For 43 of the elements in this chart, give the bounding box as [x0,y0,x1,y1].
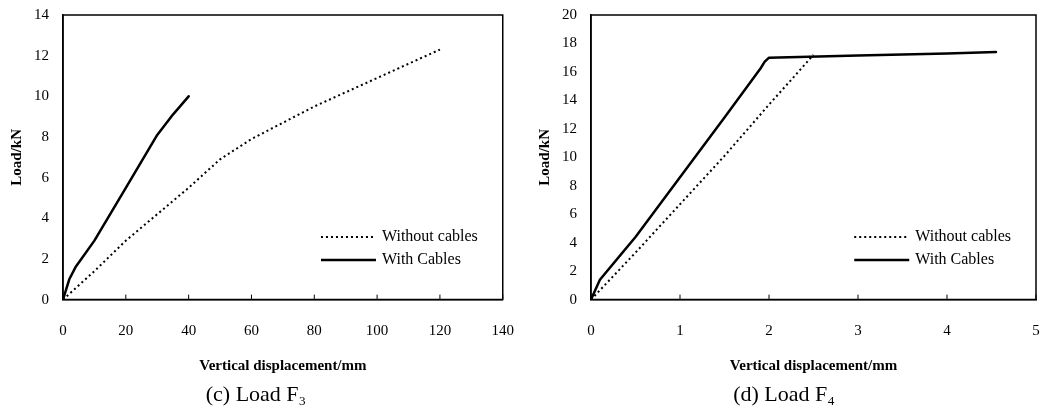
x-tick-label: 100 [365,321,389,338]
x-tick-label: 3 [854,321,862,338]
y-tick-label: 6 [569,205,578,222]
x-tick-label: 20 [118,321,134,338]
y-tick-label: 0 [41,290,49,307]
y-tick-label: 0 [569,290,577,307]
y-tick-label: 4 [569,233,578,250]
y-tick-label: 16 [562,62,578,79]
y-tick-label: 4 [41,209,50,226]
x-tick-label: 2 [765,321,773,338]
legend-label: With Cables [915,250,995,268]
x-tick-label: 120 [428,321,452,338]
y-tick-label: 14 [34,5,50,22]
y-tick-label: 2 [569,262,577,279]
y-tick-label: 8 [569,176,577,193]
legend-label: Without cables [915,227,1012,245]
x-tick-label: 60 [243,321,259,338]
x-tick-label: 5 [1032,321,1040,338]
y-tick-label: 6 [41,168,50,185]
x-tick-label: 40 [181,321,197,338]
y-tick-label: 2 [41,249,49,266]
y-axis-title: Load/kN [535,128,552,186]
y-tick-label: 14 [562,91,578,108]
x-tick-label: 0 [587,321,595,338]
y-axis-title: Load/kN [7,128,24,186]
y-tick-label: 10 [562,148,577,165]
x-tick-label: 140 [491,321,514,338]
x-tick-label: 4 [943,321,952,338]
text: (c) Load F₃ [205,380,307,406]
y-tick-label: 12 [562,119,577,136]
y-tick-label: 18 [562,34,577,51]
y-tick-label: 8 [41,127,49,144]
text: (d) Load F₄ [733,380,835,406]
x-tick-label: 1 [676,321,684,338]
x-tick-label: 0 [59,321,67,338]
x-axis-title: Vertical displacement/mm [199,357,368,374]
y-tick-label: 12 [34,46,49,63]
y-tick-label: 10 [34,87,49,104]
y-tick-label: 20 [562,5,577,22]
x-tick-label: 80 [306,321,322,338]
x-axis-title: Vertical displacement/mm [729,357,898,374]
legend-label: With Cables [381,250,461,268]
legend-label: Without cables [381,227,478,245]
